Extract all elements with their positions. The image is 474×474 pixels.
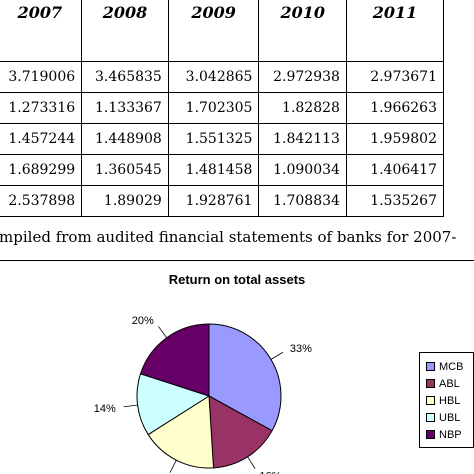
legend-entry-abl: ABL	[426, 375, 473, 392]
pie-slice-ubl	[136, 373, 211, 436]
legend-swatch	[426, 396, 435, 405]
pie-slice-abl	[208, 395, 273, 469]
table-cell: 3.465835	[81, 61, 169, 93]
legend-entry-mcb: MCB	[426, 358, 473, 375]
table-cell: 1.551325	[167, 123, 260, 155]
legend-swatch	[426, 379, 435, 388]
pie-leader-line	[123, 404, 138, 408]
table-row: 2.537898 1.89029 1.928761 1.708834 1.535…	[0, 185, 445, 217]
table-row: 3.719006 3.465835 3.042865 2.972938 2.97…	[0, 61, 445, 93]
pie-slice-nbp	[139, 323, 210, 397]
pie-data-label: 20%	[132, 315, 154, 327]
table-cell: 2.973671	[345, 61, 445, 93]
pie-leader-line	[158, 326, 168, 338]
legend-label: ABL	[439, 377, 460, 390]
year-header: 2007	[0, 0, 83, 62]
year-header: 2008	[81, 0, 169, 62]
year-header: 2010	[258, 0, 347, 62]
financial-data-table: 2007 2008 2009 2010 2011 3.719006 3.4658…	[0, 0, 445, 217]
table-cell: 1.928761	[167, 185, 260, 217]
legend-label: HBL	[439, 394, 461, 407]
table-cell: 1.966263	[345, 92, 445, 124]
table-cell: 1.89029	[81, 185, 169, 217]
table-cell: 1.708834	[258, 185, 347, 217]
legend-swatch	[426, 413, 435, 422]
legend-label: UBL	[439, 411, 461, 424]
pie-data-label: 14%	[94, 403, 116, 415]
table-cell: 1.448908	[81, 123, 169, 155]
source-note: ompiled from audited financial statement…	[0, 228, 457, 246]
table-cell: 1.842113	[258, 123, 347, 155]
pie-data-label: 33%	[290, 343, 312, 355]
chart-title: Return on total assets	[168, 272, 306, 287]
table-cell: 2.972938	[258, 61, 347, 93]
legend-swatch	[426, 430, 435, 439]
chart-legend: MCB ABL HBL UBL NBP	[419, 352, 474, 448]
legend-entry-hbl: HBL	[426, 392, 473, 409]
table-cell: 3.042865	[167, 61, 260, 93]
legend-label: NBP	[439, 428, 462, 441]
pie-leader-line	[247, 456, 256, 469]
table-cell: 1.82828	[258, 92, 347, 124]
pie-slice-hbl	[147, 395, 215, 469]
pie-leader-line	[169, 459, 177, 473]
pie-slice-mcb	[208, 323, 282, 432]
legend-entry-nbp: NBP	[426, 426, 473, 443]
section-divider	[0, 260, 474, 261]
pie-leader-line	[270, 351, 284, 360]
legend-entry-ubl: UBL	[426, 409, 473, 426]
table-row: 1.457244 1.448908 1.551325 1.842113 1.95…	[0, 123, 445, 155]
pie-data-label: 16%	[259, 470, 281, 474]
table-cell: 1.406417	[345, 154, 445, 186]
table-cell: 1.273316	[0, 92, 83, 124]
legend-swatch	[426, 362, 435, 371]
table-cell: 1.090034	[258, 154, 347, 186]
table-cell: 1.689299	[0, 154, 83, 186]
legend-label: MCB	[439, 360, 464, 373]
table-row: 1.689299 1.360545 1.481458 1.090034 1.40…	[0, 154, 445, 186]
table-cell: 1.535267	[345, 185, 445, 217]
